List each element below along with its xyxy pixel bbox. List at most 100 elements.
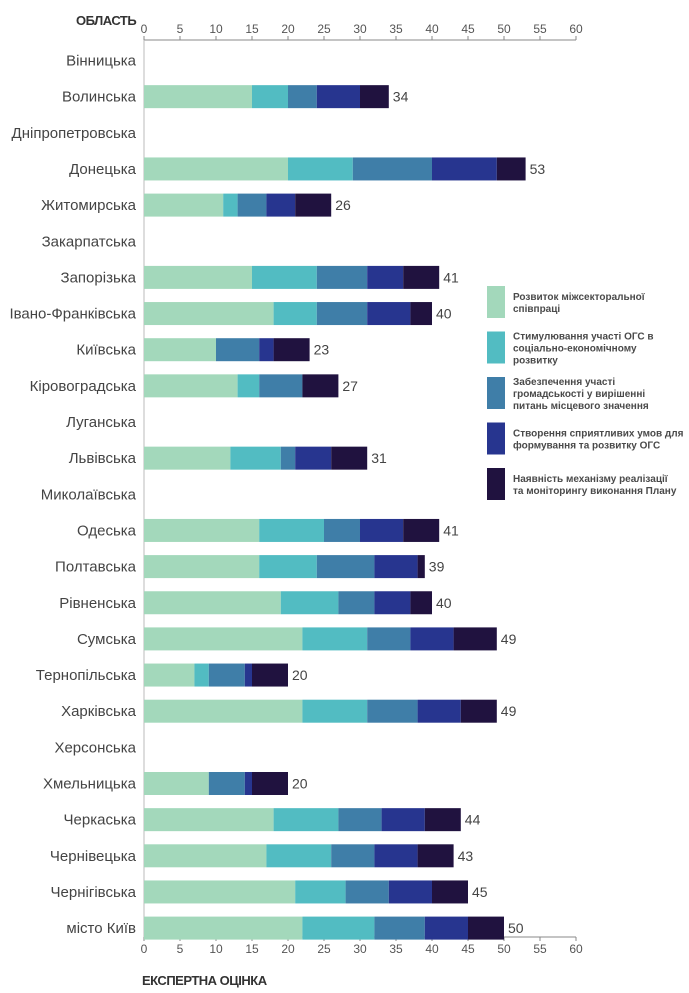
bar-segment xyxy=(259,374,303,398)
bar-segment xyxy=(144,555,260,579)
top-x-axis: 0 5 10 15 20 25 30 35 40 45 50 55 60 xyxy=(141,22,583,937)
bar-segment xyxy=(410,627,454,651)
bar-segment xyxy=(144,808,274,832)
bar-segment xyxy=(144,85,252,109)
bar-segment xyxy=(144,374,238,398)
legend-label: Забезпечення участі громадськості у виріш… xyxy=(513,376,649,412)
bar-segment xyxy=(208,772,245,795)
total-label: 50 xyxy=(508,920,524,936)
category-label: Житомирська xyxy=(41,197,137,214)
bar-segment xyxy=(360,85,389,109)
category-label: Одеська xyxy=(77,522,137,539)
bar-segment xyxy=(468,916,504,940)
total-label: 20 xyxy=(292,667,308,683)
total-labels: 34 53 26 41 40 23 27 31 41 39 40 49 20 49 20 44 43 45 50 xyxy=(292,89,545,936)
bar-segment xyxy=(424,808,461,832)
total-label: 39 xyxy=(429,559,445,575)
bar-segment xyxy=(144,338,216,362)
bar-segment xyxy=(403,518,440,542)
bar-segment xyxy=(144,265,252,289)
bar-segment xyxy=(244,772,252,795)
bottom-tick-label: 55 xyxy=(533,942,547,956)
legend-swatch xyxy=(487,377,505,409)
legend-swatch xyxy=(487,468,505,500)
bar-segment xyxy=(316,555,375,579)
bar-segment xyxy=(237,193,267,217)
bar-segment xyxy=(352,157,432,181)
bar-segment xyxy=(273,338,310,362)
bar-segment xyxy=(295,193,332,217)
bar-segment xyxy=(288,157,353,181)
bar-segment xyxy=(144,663,195,687)
total-label: 40 xyxy=(436,595,452,611)
bottom-tick-label: 20 xyxy=(281,942,295,956)
legend-label: Розвиток міжсекторальної співпраці xyxy=(513,292,645,315)
legend-label: Наявність механізму реалізації та монітор… xyxy=(513,474,677,497)
bar-segment xyxy=(345,880,389,904)
legend-swatch xyxy=(487,286,505,318)
bottom-tick-label: 10 xyxy=(209,942,223,956)
bar-segment xyxy=(388,880,432,904)
category-label: Луганська xyxy=(66,414,136,431)
bar-segment xyxy=(410,302,432,326)
bar-segment xyxy=(144,844,267,868)
top-tick-label: 10 xyxy=(209,22,223,36)
bar-segment xyxy=(302,699,368,723)
bottom-tick-label: 50 xyxy=(497,942,511,956)
bar-segment xyxy=(374,916,425,940)
bar-segment xyxy=(453,627,497,651)
bar-segment xyxy=(252,265,317,289)
bar-segment xyxy=(316,85,360,109)
bottom-x-axis: 0 5 10 15 20 25 30 35 40 45 50 55 60 xyxy=(141,936,583,956)
total-label: 34 xyxy=(393,89,409,105)
legend-label: Створення сприятливих умов для формування… xyxy=(513,429,684,452)
bar-segment xyxy=(230,446,281,470)
top-tick-label: 45 xyxy=(461,22,475,36)
total-label: 49 xyxy=(501,703,517,719)
bar-segment xyxy=(316,265,368,289)
bar-segment xyxy=(259,518,324,542)
bar-segment xyxy=(302,374,339,398)
category-label: Полтавська xyxy=(55,559,137,576)
bar-segment xyxy=(381,808,425,832)
bar-segment xyxy=(266,193,296,217)
bar-segment xyxy=(144,591,281,615)
bar-segment xyxy=(432,157,497,181)
bar-segment xyxy=(302,627,368,651)
bar-segment xyxy=(302,916,375,940)
bar-segment xyxy=(223,193,238,217)
total-label: 23 xyxy=(314,342,330,358)
bar-segment xyxy=(194,663,209,687)
bar-segment xyxy=(295,446,332,470)
category-label: Херсонська xyxy=(54,739,136,756)
bottom-tick-label: 0 xyxy=(141,942,148,956)
category-label: Хмельницька xyxy=(43,776,137,793)
bar-segment xyxy=(144,157,288,181)
top-tick-label: 15 xyxy=(245,22,259,36)
category-label: Дніпропетровська xyxy=(12,125,137,142)
bar-segment xyxy=(259,338,274,362)
bar-segment xyxy=(216,338,260,362)
top-tick-label: 20 xyxy=(281,22,295,36)
category-label: Миколаївська xyxy=(41,486,137,503)
category-label: Кіровоградська xyxy=(30,378,137,395)
total-label: 49 xyxy=(501,631,517,647)
bar-segment xyxy=(144,302,274,326)
bar-segment xyxy=(367,627,411,651)
bar-segment xyxy=(144,627,303,651)
bar-segment xyxy=(367,265,404,289)
total-label: 45 xyxy=(472,884,488,900)
bar-segment xyxy=(252,663,288,687)
top-tick-label: 50 xyxy=(497,22,511,36)
legend-swatch xyxy=(487,422,505,455)
bottom-tick-label: 45 xyxy=(461,942,475,956)
legend: Розвиток міжсекторальної співпраці Стимулю… xyxy=(487,286,684,500)
category-labels: Вінницька Волинська Дніпропетровська Донець… xyxy=(9,53,136,938)
category-label: Сумська xyxy=(77,631,137,648)
category-label: Київська xyxy=(76,342,136,359)
bars xyxy=(144,85,526,940)
bar-segment xyxy=(280,591,339,615)
bar-segment xyxy=(374,844,418,868)
x-axis-title: ЕКСПЕРТНА ОЦІНКА xyxy=(142,973,268,988)
